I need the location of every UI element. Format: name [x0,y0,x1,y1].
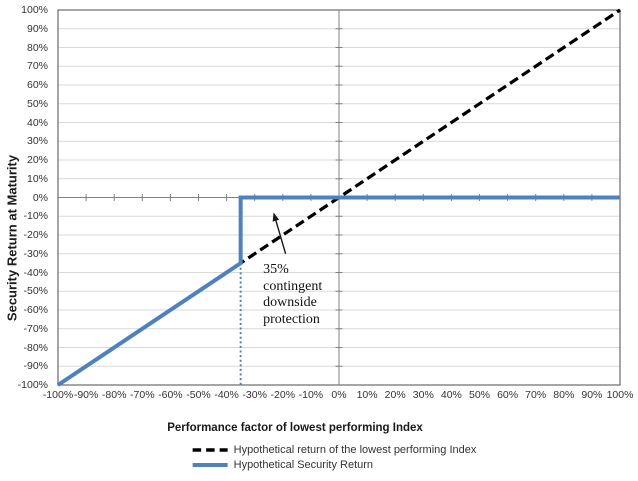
x-tick-label: -100% [42,389,74,401]
y-tick-label: -40% [23,266,48,279]
y-tick-label: -10% [23,210,48,223]
x-tick-label: -40% [214,389,239,401]
x-tick-label: -50% [186,389,211,401]
y-tick-label: -20% [23,229,48,241]
y-tick-label: -70% [23,322,48,335]
x-tick-label: -90% [73,389,99,401]
y-tick-label: 70% [26,60,48,73]
y-tick-label: 60% [26,79,48,91]
y-tick-label: -30% [23,247,48,260]
legend-item-index-return: Hypothetical return of the lowest perfor… [192,443,477,457]
x-tick-label: -80% [101,389,127,401]
y-tick-label: 10% [26,172,48,185]
annotation-arrow-shaft [274,218,287,254]
x-tick-label: 30% [412,389,434,401]
y-tick-label: 90% [26,22,48,35]
dashed-line-sample [192,448,228,452]
legend: Hypothetical return of the lowest perfor… [192,443,477,472]
x-tick-label: -20% [270,389,296,401]
x-tick-label: 10% [356,389,378,401]
y-tick-label: 80% [26,41,48,54]
y-tick-label: -80% [23,341,48,354]
x-tick-label: -10% [298,389,324,401]
y-tick-label: -100% [17,379,48,391]
y-tick-label: 40% [26,116,48,129]
x-tick-label: -30% [242,389,267,401]
annotation-text: 35% contingent downside protection [263,262,322,328]
x-axis-title: Performance factor of lowest performing … [167,422,423,434]
x-tick-label: 0% [331,389,347,401]
annotation-line: downside [263,295,317,311]
x-tick-label: 90% [581,389,603,401]
annotation-arrowhead [272,212,280,222]
x-tick-label: 20% [384,389,406,401]
y-tick-label: 100% [21,4,48,16]
y-tick-label: 50% [26,97,48,110]
y-tick-label: -50% [23,285,48,298]
x-tick-label: -70% [130,389,155,401]
security-return-line [56,195,620,387]
y-tick-label: -60% [23,304,48,316]
x-tick-label: 100% [606,389,634,401]
annotation-line: contingent [263,278,323,294]
y-tick-label: 30% [26,135,48,148]
solid-line-sample [192,463,228,467]
x-tick-label: 80% [553,389,575,401]
annotation-line: 35% [263,262,289,278]
x-tick-label: 50% [468,389,490,401]
y-tick-label: 20% [26,154,48,166]
x-tick-label: 70% [525,389,547,401]
x-tick-label: 60% [497,389,519,401]
legend-item-security-return: Hypothetical Security Return [192,458,373,472]
x-tick-label: 40% [440,389,462,401]
legend-label-index-return: Hypothetical return of the lowest perfor… [233,444,477,456]
legend-label-security-return: Hypothetical Security Return [233,459,374,471]
y-tick-label: 0% [32,191,48,204]
y-tick-label: -90% [23,360,48,373]
annotation-line: protection [263,311,320,327]
x-tick-label: -60% [158,389,183,401]
